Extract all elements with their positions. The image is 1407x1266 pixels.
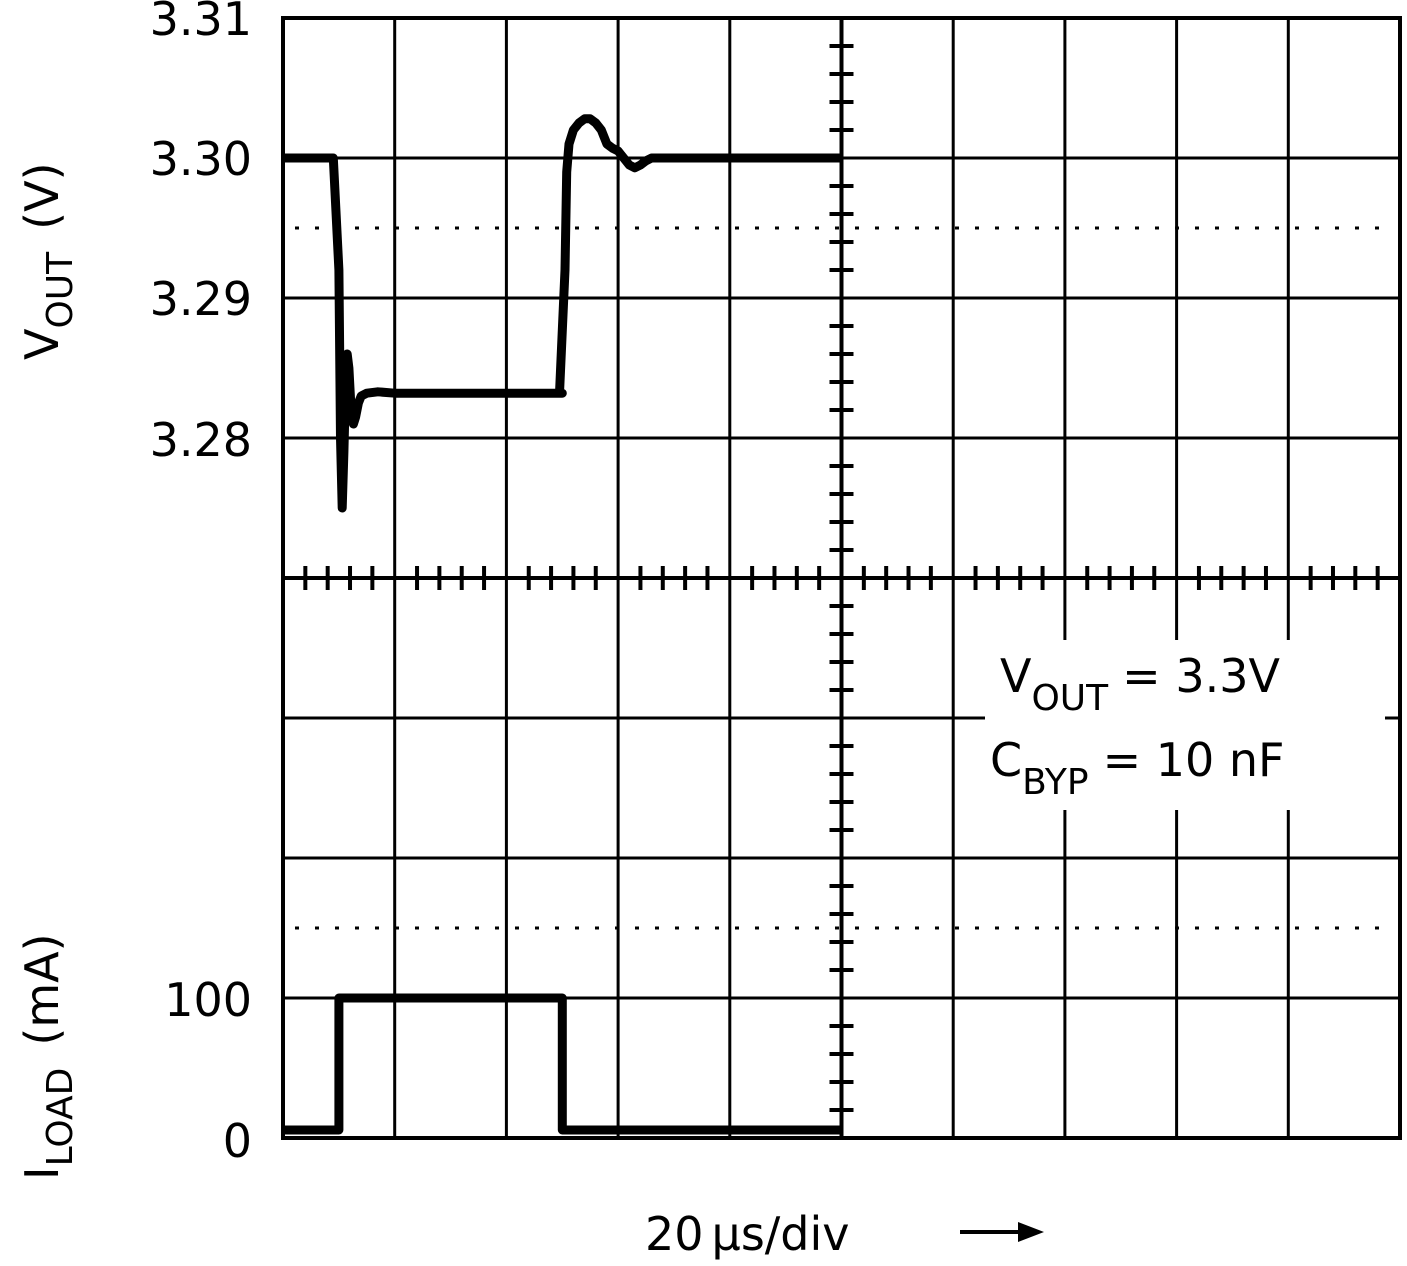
- iload-tick-label: 100: [164, 973, 252, 1027]
- time-scale-label: 20 µs/div: [645, 1207, 849, 1261]
- iload-tick-label: 0: [223, 1114, 252, 1168]
- grid: [281, 16, 1402, 1140]
- annotation-vout-sub: OUT: [1031, 678, 1109, 719]
- vout-tick-label: 3.30: [150, 132, 252, 186]
- iload-axis-label: ILOAD (mA): [15, 933, 81, 1180]
- vout-tick-label: 3.29: [150, 272, 252, 326]
- iload-axis-label-sub: LOAD: [40, 1068, 81, 1167]
- vout-axis-label-main: V: [15, 328, 69, 360]
- vout-axis-label-unit: (V): [15, 162, 69, 229]
- annotation-vout: VOUT = 3.3V: [1000, 649, 1280, 719]
- annotation-cbyp-sub: BYP: [1022, 762, 1088, 803]
- vout-tick-label: 3.28: [150, 413, 252, 467]
- annotation-vout-main: V: [1000, 649, 1032, 703]
- vout-tick-label: 3.31: [150, 0, 252, 46]
- iload-trace: [283, 993, 842, 1135]
- traces: [283, 114, 842, 1135]
- annotation-vout-value: = 3.3V: [1122, 649, 1280, 703]
- annotation-cbyp: CBYP = 10 nF: [990, 733, 1285, 803]
- vout-trace: [283, 114, 842, 513]
- iload-tick-labels: 100 0: [164, 973, 252, 1168]
- vout-axis-label: VOUT (V): [15, 162, 81, 360]
- time-scale-value: 20: [645, 1207, 704, 1261]
- annotation-cbyp-main: C: [990, 733, 1022, 787]
- iload-axis-label-main: I: [15, 1166, 69, 1180]
- iload-axis-label-unit: (mA): [15, 933, 69, 1045]
- annotation-cbyp-value: = 10 nF: [1103, 733, 1285, 787]
- vout-tick-labels: 3.31 3.30 3.29 3.28: [150, 0, 252, 467]
- time-scale-unit: µs/div: [712, 1207, 850, 1261]
- annotation-background: [985, 640, 1385, 810]
- time-arrow-icon: [960, 1222, 1044, 1242]
- vout-axis-label-sub: OUT: [40, 251, 81, 329]
